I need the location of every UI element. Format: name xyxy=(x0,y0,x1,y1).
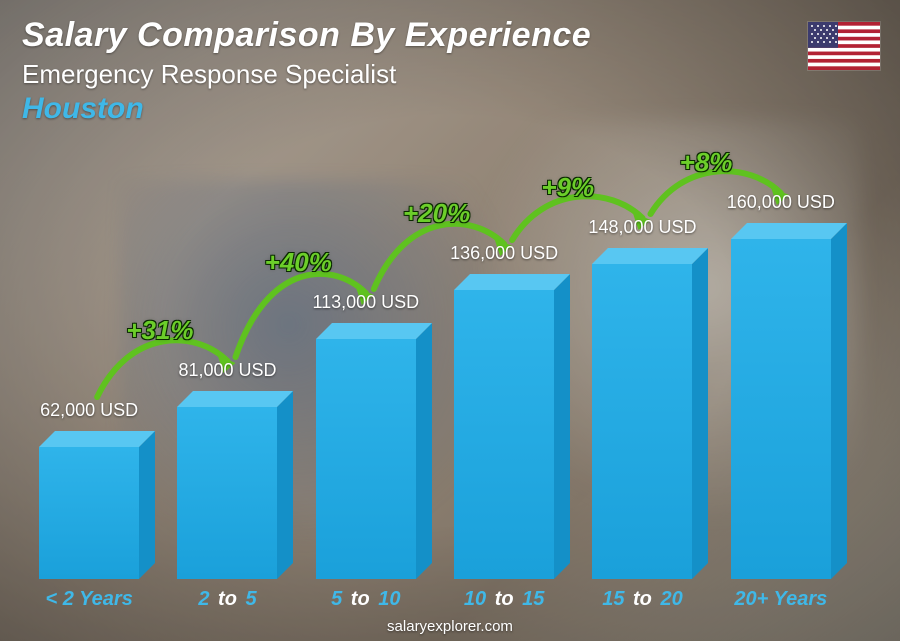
xcat-pre: 2 xyxy=(198,588,209,610)
bar-front xyxy=(592,264,692,579)
xcat-pre: 5 xyxy=(331,588,342,610)
infographic-stage: Salary Comparison By Experience Emergenc… xyxy=(0,0,900,641)
xcat-pre: 15 xyxy=(602,588,624,610)
xcat-connector: to xyxy=(212,588,242,610)
xcat-connector: to xyxy=(489,588,519,610)
xcat-pre: 20+ xyxy=(734,588,768,610)
chart-title: Salary Comparison By Experience xyxy=(22,16,810,55)
x-category: 20+ Years xyxy=(712,588,850,611)
bar-top xyxy=(39,431,155,447)
chart-subtitle: Emergency Response Specialist xyxy=(22,59,810,90)
pct-change-label: +40% xyxy=(265,247,332,278)
bar-side xyxy=(554,274,570,579)
xcat-connector: to xyxy=(345,588,375,610)
bar xyxy=(592,264,692,579)
pct-change-label: +8% xyxy=(680,147,733,178)
bar xyxy=(39,447,139,579)
bar-slot: 148,000 USD xyxy=(573,139,711,579)
bar-top xyxy=(731,223,847,239)
bar xyxy=(177,407,277,579)
x-axis: < 2 Years2 to 55 to 1010 to 1515 to 2020… xyxy=(20,588,850,611)
xcat-post: Years xyxy=(79,588,133,610)
bar-side xyxy=(692,248,708,579)
xcat-post: 15 xyxy=(522,588,544,610)
xcat-post: Years xyxy=(774,588,828,610)
xcat-pre: < 2 xyxy=(46,588,74,610)
bar-front xyxy=(316,339,416,579)
bar-top xyxy=(454,274,570,290)
x-category: < 2 Years xyxy=(20,588,158,611)
xcat-pre: 10 xyxy=(464,588,486,610)
bar-side xyxy=(277,391,293,579)
xcat-post: 20 xyxy=(660,588,682,610)
us-flag-icon xyxy=(808,22,880,70)
bar-value-label: 148,000 USD xyxy=(588,217,696,238)
footer-credit: salaryexplorer.com xyxy=(0,618,900,635)
bar-front xyxy=(177,407,277,579)
bar-chart: 62,000 USD 81,000 USD 113,000 USD 136,000 U… xyxy=(20,139,850,579)
bar-front xyxy=(731,239,831,579)
bar-front xyxy=(454,290,554,579)
bar-top xyxy=(177,391,293,407)
x-category: 10 to 15 xyxy=(435,588,573,611)
bar-slot: 62,000 USD xyxy=(20,139,158,579)
pct-change-label: +9% xyxy=(541,172,594,203)
xcat-connector: to xyxy=(627,588,657,610)
pct-change-label: +20% xyxy=(403,198,470,229)
bar xyxy=(454,290,554,579)
bar xyxy=(731,239,831,579)
bar-value-label: 62,000 USD xyxy=(40,400,138,421)
bar xyxy=(316,339,416,579)
bar-slot: 160,000 USD xyxy=(712,139,850,579)
bar-value-label: 160,000 USD xyxy=(727,192,835,213)
bar-side xyxy=(416,323,432,579)
bar-front xyxy=(39,447,139,579)
bar-value-label: 113,000 USD xyxy=(312,292,419,313)
bar-slot: 81,000 USD xyxy=(158,139,296,579)
pct-change-label: +31% xyxy=(126,315,193,346)
xcat-post: 10 xyxy=(378,588,400,610)
bar-top xyxy=(316,323,432,339)
bar-value-label: 136,000 USD xyxy=(450,243,558,264)
bar-side xyxy=(139,431,155,579)
xcat-post: 5 xyxy=(245,588,256,610)
x-category: 15 to 20 xyxy=(573,588,711,611)
bar-top xyxy=(592,248,708,264)
bar-side xyxy=(831,223,847,579)
bar-value-label: 81,000 USD xyxy=(178,360,276,381)
x-category: 2 to 5 xyxy=(158,588,296,611)
x-category: 5 to 10 xyxy=(297,588,435,611)
